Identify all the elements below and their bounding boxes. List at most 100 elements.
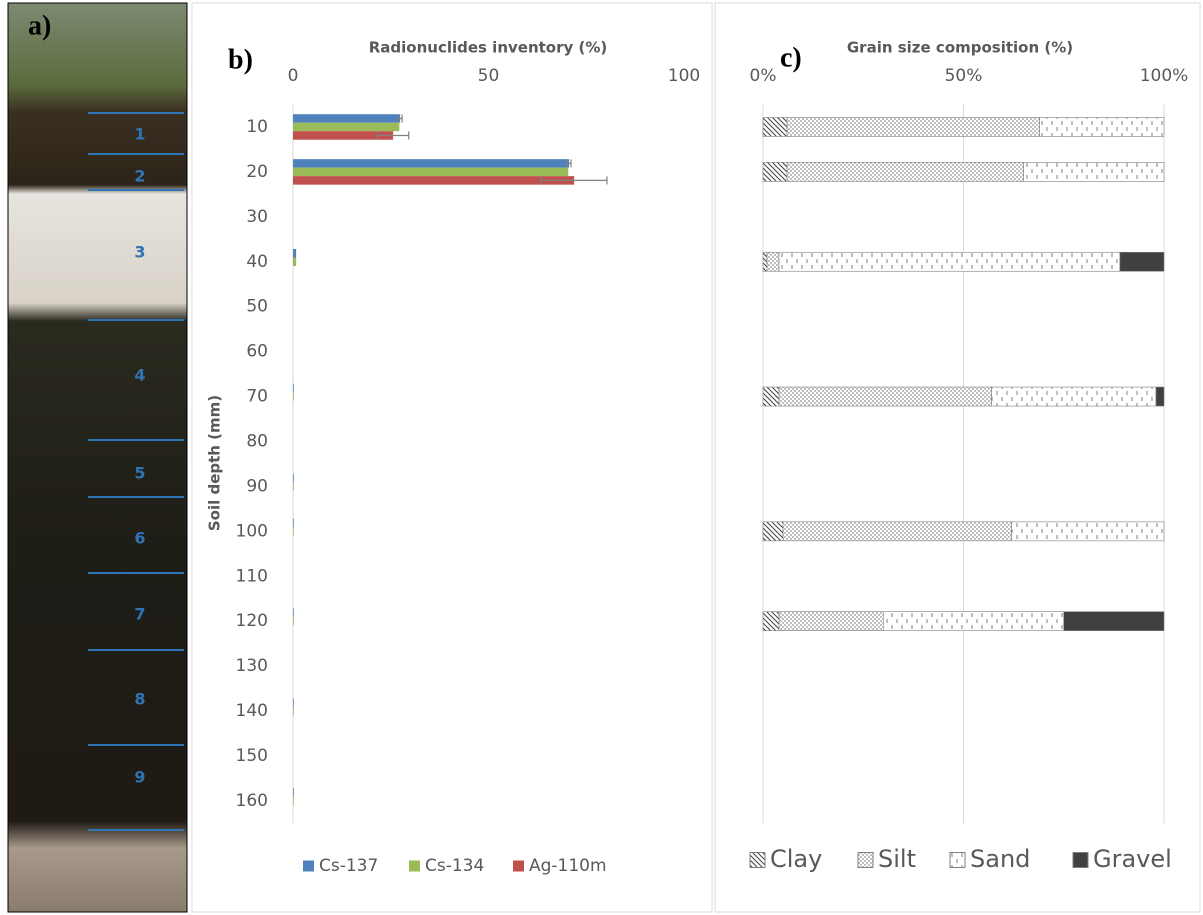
legend-swatch	[513, 860, 524, 872]
layer-number: 8	[134, 690, 145, 709]
bar-segment	[1039, 117, 1165, 137]
y-tick-label: 130	[236, 656, 268, 676]
legend-swatch	[949, 852, 966, 868]
y-tick-label: 90	[246, 476, 268, 496]
panel-label: c)	[780, 42, 802, 73]
legend-swatch	[1072, 852, 1089, 868]
bar-segment	[762, 251, 768, 272]
layer-number: 5	[134, 464, 145, 483]
bar	[293, 122, 400, 132]
bar-segment	[1119, 251, 1165, 272]
bar-segment	[766, 251, 780, 272]
y-axis-title: Soil depth (mm)	[206, 395, 224, 531]
error-bar	[540, 176, 608, 185]
bar	[293, 392, 294, 401]
axis-title: Grain size composition (%)	[847, 39, 1073, 57]
layer-number: 7	[134, 605, 145, 624]
legend-label: Cs-134	[425, 856, 484, 876]
x-tick-label: 100%	[1140, 66, 1189, 86]
x-tick-label: 100	[668, 66, 700, 86]
legend-label: Gravel	[1093, 845, 1172, 873]
axis-title: Radionuclides inventory (%)	[369, 39, 608, 57]
bar-segment	[762, 386, 780, 407]
bar-segment	[991, 386, 1157, 407]
bar	[293, 608, 294, 617]
bar	[293, 527, 294, 536]
y-tick-label: 60	[246, 342, 268, 362]
layer-number: 2	[134, 167, 145, 186]
bar	[293, 257, 297, 267]
bar	[293, 131, 394, 140]
bar-segment	[778, 611, 884, 631]
layer-number: 9	[134, 768, 145, 787]
bar-segment	[786, 117, 1040, 137]
layer-number: 3	[134, 243, 145, 262]
y-tick-label: 160	[236, 791, 268, 811]
y-tick-label: 110	[236, 566, 268, 586]
bar	[293, 706, 294, 716]
bar	[293, 473, 294, 483]
x-tick-label: 0%	[750, 66, 777, 86]
bar	[293, 249, 297, 258]
bar-segment	[1011, 521, 1165, 542]
y-tick-label: 80	[246, 431, 268, 451]
layer-number: 6	[134, 529, 145, 548]
bar	[293, 167, 569, 177]
bar	[293, 176, 575, 185]
legend-swatch	[749, 852, 766, 868]
bar-segment	[762, 117, 788, 137]
bar	[293, 114, 401, 123]
legend-label: Ag-110m	[529, 856, 607, 876]
bar	[293, 788, 294, 797]
legend-swatch	[409, 860, 420, 872]
bar-segment	[1023, 162, 1165, 182]
bar	[293, 518, 294, 528]
bar-segment	[778, 251, 1121, 272]
soil-photo	[7, 2, 188, 913]
legend-label: Sand	[970, 845, 1030, 873]
y-tick-label: 120	[236, 611, 268, 631]
bar-segment	[782, 521, 1012, 542]
bar	[293, 482, 294, 491]
bar	[293, 383, 294, 393]
legend-label: Cs-137	[319, 856, 378, 876]
panel-frame	[714, 2, 1201, 913]
panel-label: b)	[228, 44, 253, 75]
bar-segment	[762, 521, 784, 542]
y-tick-label: 40	[246, 252, 268, 272]
y-tick-label: 70	[246, 387, 268, 407]
legend-label: Clay	[770, 845, 822, 873]
x-tick-label: 50%	[945, 66, 983, 86]
layer-number: 1	[134, 125, 145, 144]
error-bar	[376, 131, 410, 140]
x-tick-label: 50	[478, 66, 500, 86]
bar-segment	[1063, 611, 1165, 631]
error-bar	[566, 159, 572, 168]
legend-label: Silt	[878, 845, 916, 873]
y-tick-label: 20	[246, 162, 268, 182]
bar	[293, 159, 570, 168]
y-tick-label: 30	[246, 207, 268, 227]
panel-frame	[191, 2, 713, 913]
y-tick-label: 150	[236, 746, 268, 766]
layer-number: 4	[134, 366, 145, 385]
bar-segment	[882, 611, 1065, 631]
bar-segment	[778, 386, 992, 407]
bar	[293, 698, 294, 707]
y-tick-label: 140	[236, 701, 268, 721]
bar-segment	[762, 611, 780, 631]
legend-swatch	[857, 852, 874, 868]
bar	[293, 616, 294, 626]
x-tick-label: 0	[288, 66, 299, 86]
bar-segment	[1155, 386, 1165, 407]
error-bar	[397, 114, 403, 123]
bar-segment	[762, 162, 788, 182]
y-tick-label: 50	[246, 297, 268, 317]
bar-segment	[786, 162, 1024, 182]
y-tick-label: 10	[246, 117, 268, 137]
bar	[293, 796, 294, 806]
panel-label: a)	[28, 10, 51, 41]
y-tick-label: 100	[236, 521, 268, 541]
legend-swatch	[303, 860, 314, 872]
